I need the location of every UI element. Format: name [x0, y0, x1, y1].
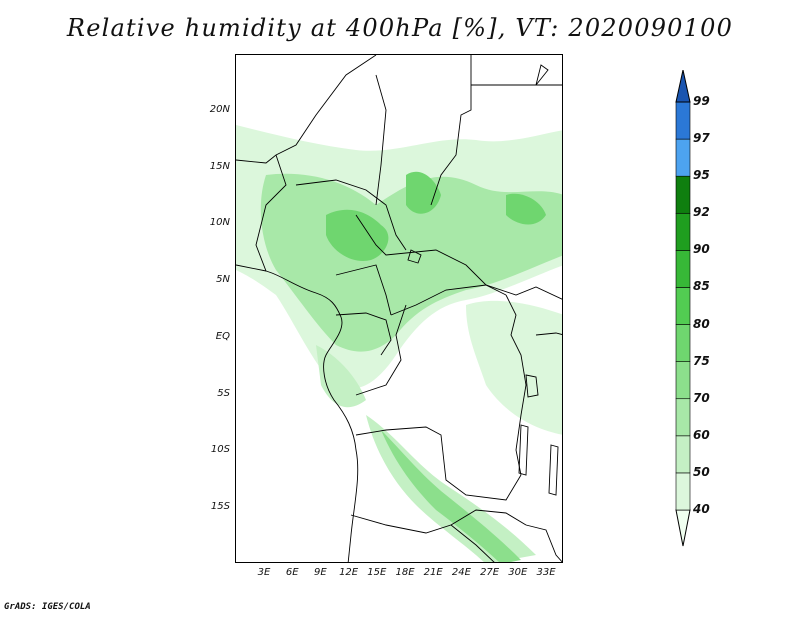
colorbar-tick-label: 70 [693, 390, 710, 405]
lon-tick-label: 3E [257, 567, 271, 578]
border [350, 514, 495, 562]
lat-tick-label: 15S [210, 500, 230, 512]
colorbar-segment [675, 101, 691, 140]
colorbar-tick-label: 95 [693, 168, 710, 183]
border [335, 312, 392, 356]
border [390, 284, 562, 316]
humidity-band-south-core [381, 430, 521, 562]
lat-tick-label: EQ [215, 330, 230, 342]
humidity-band-peak [506, 193, 546, 225]
colorbar-tick-label: 85 [693, 279, 710, 294]
colorbar-segment [675, 250, 691, 288]
lake [407, 249, 422, 264]
lat-tick-label: 10N [209, 217, 230, 229]
lake [518, 424, 529, 476]
map-panel [235, 54, 563, 563]
lat-tick-label: 5N [216, 274, 230, 286]
lake [548, 444, 559, 496]
colorbar-segment [675, 398, 691, 437]
colorbar-segment [675, 70, 691, 103]
lat-tick-label: 20N [209, 104, 230, 115]
colorbar-tick-label: 80 [693, 316, 710, 331]
colorbar-segment [675, 175, 691, 214]
colorbar-segment [675, 138, 691, 177]
border [430, 55, 472, 206]
colorbar-segment [675, 361, 691, 400]
lon-tick-label: 15E [367, 567, 387, 578]
colorbar-tick-label: 97 [693, 131, 710, 146]
lon-tick-label: 9E [314, 567, 327, 578]
colorbar-tick-label: 92 [693, 205, 710, 220]
chart-title: Relative humidity at 400hPa [%], VT: 202… [66, 14, 734, 42]
lat-tick-label: 15N [209, 160, 230, 172]
colorbar-segment [675, 212, 691, 251]
colorbar-tick-label: 50 [693, 464, 710, 479]
lon-tick-label: 24E [451, 567, 471, 578]
colorbar-segment [675, 324, 691, 362]
colorbar-tick-label: 40 [693, 502, 710, 516]
colorbar-tick-label: 60 [693, 427, 710, 442]
humidity-band-peak [326, 209, 389, 261]
lon-tick-label: 6E [285, 567, 299, 578]
lake [535, 64, 549, 86]
lon-tick-label: 27E [480, 567, 500, 578]
border [505, 294, 527, 476]
humidity-band-south [366, 415, 536, 562]
lake [525, 374, 539, 398]
humidity-band-congo [316, 345, 366, 408]
humidity-shading [236, 125, 562, 562]
lat-tick-label: 5S [217, 387, 230, 399]
colorbar [675, 70, 691, 547]
border [355, 426, 522, 501]
credit-text: GrADS: IGES/COLA [4, 602, 91, 612]
lon-tick-label: 18E [395, 567, 415, 578]
humidity-band-east [466, 300, 562, 435]
lat-tick-label: 10S [210, 444, 230, 456]
humidity-band-peak [406, 171, 441, 214]
border [375, 74, 387, 206]
border [535, 332, 562, 336]
lon-tick-label: 12E [339, 567, 359, 578]
border [295, 179, 407, 251]
border [335, 264, 392, 316]
colorbar-segment [675, 287, 691, 325]
border [355, 304, 407, 396]
colorbar-tick-label: 99 [693, 94, 710, 108]
lon-tick-label: 33E [536, 567, 556, 578]
border [255, 154, 287, 272]
border [236, 55, 377, 164]
border [525, 524, 562, 562]
colorbar-tick-label: 75 [693, 353, 710, 368]
map-svg [236, 55, 562, 562]
coastline-west-africa [236, 264, 359, 562]
colorbar-segment [675, 509, 691, 547]
country-borders [236, 55, 562, 562]
border [450, 509, 527, 526]
colorbar-segment [675, 472, 691, 511]
colorbar-tick-label: 90 [693, 242, 710, 257]
lon-tick-label: 30E [508, 567, 528, 578]
colorbar-segment [675, 435, 691, 474]
lon-tick-label: 21E [423, 567, 443, 578]
